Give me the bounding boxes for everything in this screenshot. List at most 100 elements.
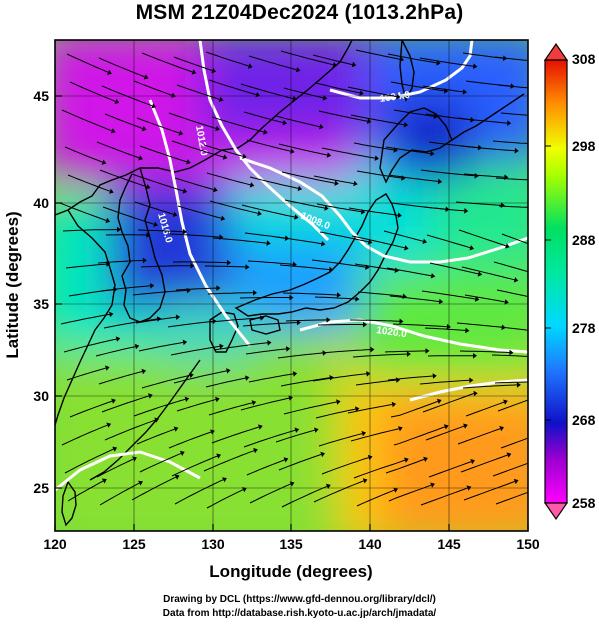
wind-streamline — [320, 349, 371, 354]
wind-streamline — [462, 384, 517, 389]
wind-arrowhead — [249, 182, 255, 188]
wind-streamline — [312, 54, 353, 66]
wind-arrowhead — [465, 327, 470, 334]
wind-arrowhead — [283, 457, 289, 463]
wind-streamline — [387, 53, 437, 64]
y-tick-label: 25 — [33, 480, 49, 496]
wind-streamline — [387, 375, 433, 381]
credit-data-source: Data from http://database.rish.kyoto-u.a… — [162, 608, 437, 619]
isobars — [55, 40, 528, 492]
wind-streamline — [278, 143, 328, 156]
wind-arrowhead — [179, 450, 185, 456]
wind-streamline — [275, 115, 320, 128]
wind-arrowhead — [294, 427, 300, 433]
wind-arrowhead — [474, 173, 479, 179]
wind-arrowhead — [366, 371, 371, 377]
wind-streamline — [99, 482, 140, 506]
wind-streamline — [131, 173, 184, 192]
wind-arrowhead — [361, 430, 367, 437]
wind-streamline — [497, 84, 528, 89]
wind-streamline — [317, 324, 364, 326]
wind-arrowhead — [292, 95, 297, 102]
wind-arrowhead — [211, 67, 216, 74]
wind-streamline — [492, 462, 528, 477]
china-coast — [55, 209, 116, 426]
wind-arrowhead — [355, 296, 360, 302]
wind-arrowhead — [336, 399, 341, 405]
wind-streamline — [65, 263, 107, 269]
wind-arrowhead — [154, 417, 159, 423]
asia-coast — [55, 40, 353, 216]
wind-streamline — [167, 320, 213, 328]
colorbar-tick-label: 258 — [572, 495, 596, 511]
wind-arrowhead — [257, 210, 262, 216]
wind-streamline — [66, 367, 106, 381]
wind-arrowhead — [438, 298, 444, 305]
wind-arrowhead — [533, 488, 538, 493]
wind-streamline — [386, 267, 432, 277]
wind-arrowhead — [326, 317, 331, 323]
wind-arrowhead — [436, 398, 442, 404]
wind-arrowhead — [359, 90, 364, 96]
wind-streamline — [428, 461, 472, 478]
wind-streamline — [248, 55, 297, 71]
wind-arrowhead — [222, 154, 228, 160]
wind-arrowhead — [186, 159, 191, 165]
wind-streamline — [463, 481, 515, 501]
wind-streamline — [498, 205, 528, 208]
wind-streamline — [104, 113, 143, 130]
wind-streamline — [313, 175, 354, 185]
wind-streamline — [177, 205, 222, 219]
wind-arrowhead — [430, 273, 436, 279]
wind-streamline — [139, 452, 182, 473]
wind-arrowhead — [292, 371, 298, 377]
wind-streamline — [393, 426, 445, 446]
wind-arrowhead — [541, 178, 545, 184]
wind-streamline — [422, 393, 474, 413]
wind-streamline — [426, 234, 471, 249]
wind-arrowhead — [425, 348, 430, 354]
wind-arrowhead — [156, 316, 162, 322]
wind-arrowhead — [319, 123, 324, 130]
wind-arrowhead — [473, 63, 478, 69]
x-tick-label: 120 — [43, 536, 67, 552]
wind-arrowhead — [399, 56, 404, 62]
wind-streamline — [313, 480, 364, 503]
wind-arrowhead — [189, 372, 194, 379]
gridlines — [55, 40, 528, 531]
wind-arrowhead — [267, 340, 272, 346]
wind-streamline — [246, 139, 291, 152]
wind-arrowhead — [394, 267, 399, 273]
wind-streamline — [247, 260, 293, 265]
wind-arrowhead — [477, 271, 483, 277]
wind-streamline — [139, 145, 188, 163]
wind-arrowhead — [242, 153, 247, 159]
wind-arrowhead — [355, 406, 360, 412]
wind-streamline — [392, 323, 447, 328]
wind-streamline — [174, 479, 224, 505]
colorbar-tick-label: 308 — [572, 51, 596, 67]
wind-arrowhead — [437, 178, 443, 185]
wind-arrowhead — [245, 264, 250, 270]
wind-arrowhead — [289, 294, 294, 301]
wind-arrowhead — [260, 315, 265, 321]
wind-streamline — [249, 483, 291, 504]
wind-arrowhead — [153, 221, 158, 227]
wind-streamline — [67, 174, 111, 192]
wind-streamline — [205, 265, 246, 268]
wind-arrowhead — [329, 266, 334, 273]
wind-streamline — [276, 236, 322, 245]
colorbar: 308 298 288 278 268 258 — [543, 42, 596, 521]
wind-arrowhead — [324, 205, 329, 211]
wind-arrowhead — [397, 212, 402, 218]
wind-streamline — [316, 203, 362, 213]
wind-streamline — [241, 204, 295, 218]
wind-arrowhead — [294, 214, 299, 220]
wind-streamline — [284, 199, 325, 209]
wind-streamline — [465, 401, 505, 417]
wind-streamline — [69, 81, 116, 102]
wind-arrowhead — [132, 456, 137, 462]
wind-streamline — [100, 285, 151, 292]
wind-streamline — [280, 50, 334, 66]
wind-streamline — [455, 201, 501, 206]
